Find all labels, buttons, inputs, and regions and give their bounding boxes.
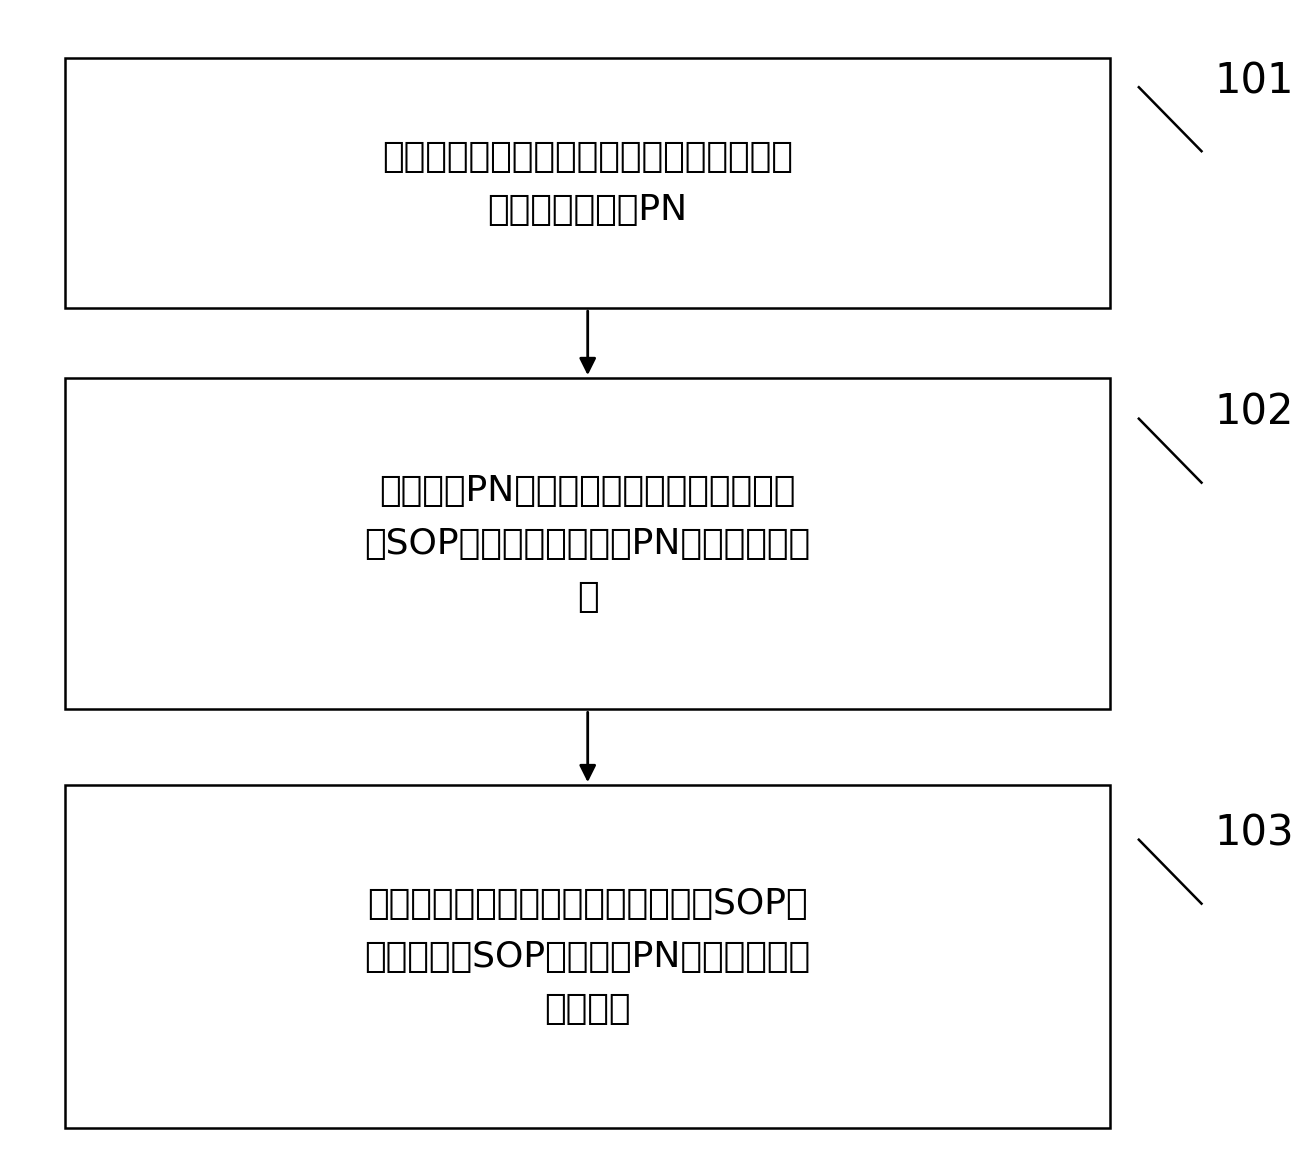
Bar <box>65 378 1110 709</box>
Text: 接收用户发送的查找指令，其中，查找指令
包括目标物料号PN: 接收用户发送的查找指令，其中，查找指令 包括目标物料号PN <box>383 140 793 227</box>
Text: 102: 102 <box>1215 392 1294 434</box>
Bar <box>65 58 1110 308</box>
Text: 103: 103 <box>1215 813 1294 855</box>
Text: 将物料信息进行整合处理，生成目标SOP，
其中，目标SOP包括目标PN对应的物料的
安装信息: 将物料信息进行整合处理，生成目标SOP， 其中，目标SOP包括目标PN对应的物料… <box>364 886 811 1027</box>
Text: 101: 101 <box>1215 60 1294 102</box>
Bar <box>65 785 1110 1128</box>
Text: 根据目标PN在预先获取的初始标准作业程
序SOP中自动查找和目标PN对应的物料信
息: 根据目标PN在预先获取的初始标准作业程 序SOP中自动查找和目标PN对应的物料信… <box>364 473 811 614</box>
